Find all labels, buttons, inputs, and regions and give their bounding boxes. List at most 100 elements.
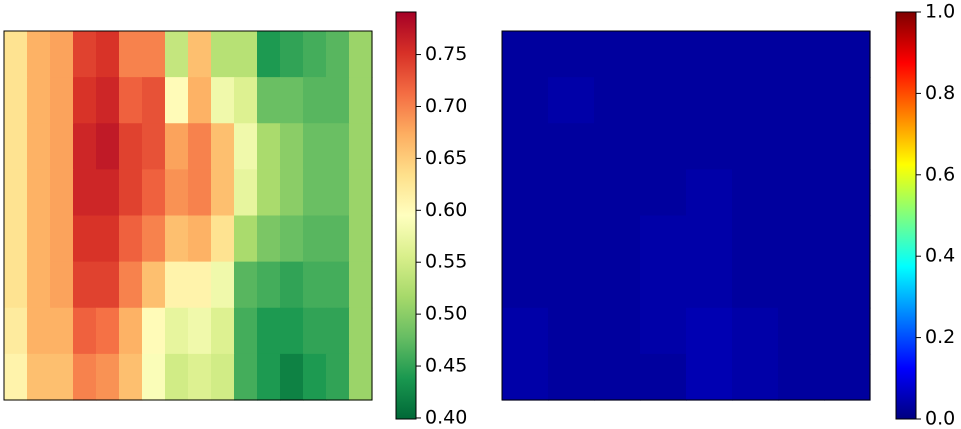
heatmap-cell (119, 31, 143, 78)
heatmap-cell (142, 353, 166, 401)
colorbar-tick-label: 0.50 (425, 303, 467, 325)
plot-frame (501, 30, 871, 401)
heatmap-cell (548, 123, 595, 170)
heatmap-cell (502, 123, 549, 170)
heatmap-cell (326, 169, 350, 217)
heatmap-cell (640, 31, 687, 78)
heatmap-cell (594, 77, 641, 124)
heatmap-cell (4, 353, 28, 401)
heatmap-cell (188, 353, 212, 401)
heatmap-cell (778, 215, 825, 263)
heatmap-cell (188, 169, 212, 217)
heatmap-cell (27, 215, 51, 263)
heatmap-cell (234, 215, 258, 263)
heatmap-cell (73, 123, 97, 170)
heatmap-cell (4, 261, 28, 309)
heatmap-cell (188, 215, 212, 263)
heatmap-cell (594, 123, 641, 170)
colorbar-tick-label: 0.2 (925, 326, 955, 348)
heatmap-cell (824, 77, 871, 124)
heatmap-cell (188, 123, 212, 170)
heatmap-cell (73, 77, 97, 124)
heatmap-cell (119, 77, 143, 124)
heatmap-cell (640, 261, 687, 309)
colorbar-tick-label: 0.8 (925, 82, 955, 104)
heatmap-cell (96, 353, 120, 401)
colorbar-tick-label: 0.6 (925, 163, 955, 185)
heatmap-cell (27, 353, 51, 401)
heatmap-cell (257, 307, 281, 355)
heatmap-cell (234, 261, 258, 309)
heatmap-cell (27, 31, 51, 78)
heatmap-cell (824, 169, 871, 217)
heatmap-cell (96, 123, 120, 170)
heatmap-cell (303, 31, 327, 78)
heatmap-cell (73, 169, 97, 217)
heatmap-cell (640, 123, 687, 170)
heatmap-cell (349, 169, 373, 217)
heatmap-cell (326, 353, 350, 401)
heatmap-cell (119, 307, 143, 355)
heatmap-cell (686, 77, 733, 124)
heatmap-cell (502, 31, 549, 78)
heatmap-cell (27, 77, 51, 124)
heatmap-cell (4, 307, 28, 355)
colorbar (895, 11, 917, 420)
colorbar-tick-label: 0.55 (425, 251, 467, 273)
heatmap-cell (50, 215, 74, 263)
heatmap-cell (211, 261, 235, 309)
heatmap-cell (73, 353, 97, 401)
heatmap-cell (640, 353, 687, 401)
heatmap-cell (326, 123, 350, 170)
heatmap-cell (594, 307, 641, 355)
heatmap-cell (142, 31, 166, 78)
heatmap-cell (349, 215, 373, 263)
heatmap-cell (142, 307, 166, 355)
heatmap-cell (165, 31, 189, 78)
heatmap-cell (119, 215, 143, 263)
heatmap-cell (349, 31, 373, 78)
heatmap-cell (824, 353, 871, 401)
heatmap-cell (326, 261, 350, 309)
heatmap-cell (4, 31, 28, 78)
heatmap-cell (280, 123, 304, 170)
heatmap-cell (188, 77, 212, 124)
heatmap-cell (234, 31, 258, 78)
heatmap-cell (778, 31, 825, 78)
heatmap-cell (165, 169, 189, 217)
heatmap-cell (96, 215, 120, 263)
heatmap-cell (303, 77, 327, 124)
heatmap-cell (594, 215, 641, 263)
heatmap-cell (73, 261, 97, 309)
colorbar-tick-label: 0.65 (425, 147, 467, 169)
heatmap-cell (303, 307, 327, 355)
heatmap-cell (165, 123, 189, 170)
heatmap-cell (211, 123, 235, 170)
heatmap-cell (280, 215, 304, 263)
heatmap-cell (686, 215, 733, 263)
heatmap-cell (73, 215, 97, 263)
colorbar (395, 11, 417, 420)
heatmap-cell (303, 169, 327, 217)
heatmap-cell (824, 123, 871, 170)
heatmap-cell (142, 123, 166, 170)
heatmap-cell (27, 123, 51, 170)
heatmap-cell (280, 307, 304, 355)
heatmap-cell (211, 353, 235, 401)
heatmap-cell (50, 307, 74, 355)
heatmap-cell (257, 31, 281, 78)
heatmap-cell (50, 77, 74, 124)
heatmap-cell (73, 31, 97, 78)
heatmap-cell (732, 215, 779, 263)
heatmap-cell (50, 123, 74, 170)
heatmap-cell (303, 123, 327, 170)
heatmap-cell (326, 215, 350, 263)
heatmap-cell (594, 169, 641, 217)
heatmap-cell (4, 215, 28, 263)
heatmap-cell (27, 307, 51, 355)
heatmap-cell (594, 261, 641, 309)
heatmap-cell (778, 261, 825, 309)
plot-frame (3, 30, 373, 401)
heatmap-cell (257, 169, 281, 217)
